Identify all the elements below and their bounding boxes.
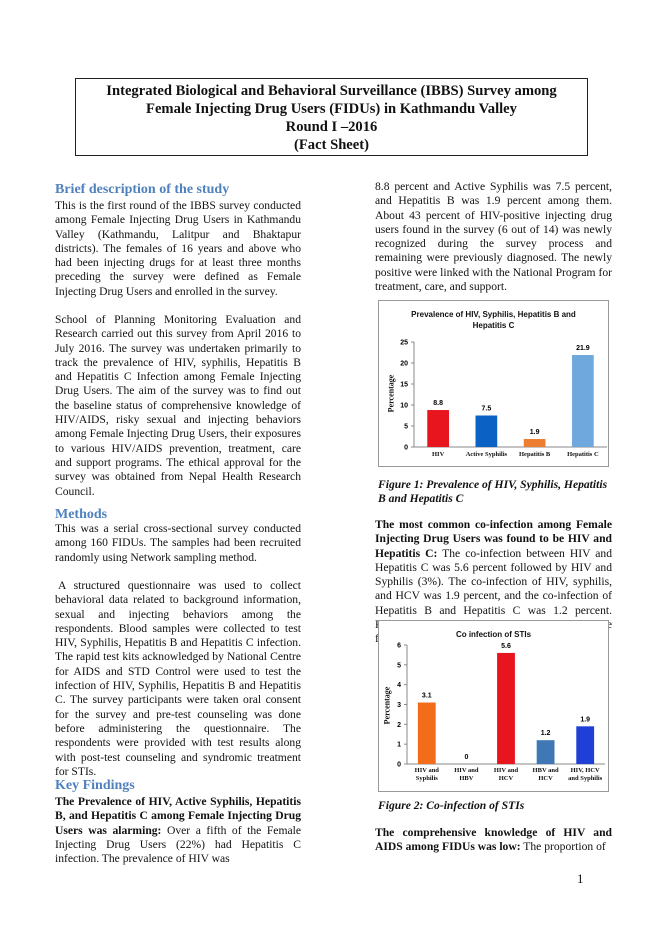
bar	[536, 740, 555, 764]
x-tick-label: HIV	[431, 451, 445, 458]
y-tick-label: 15	[400, 382, 408, 389]
bar	[576, 726, 595, 764]
y-tick-label: 5	[397, 662, 401, 669]
data-label: 3.1	[422, 693, 432, 700]
data-label: 0	[464, 754, 468, 761]
chart: 0 1 2 3 4 5 6 3.1 0 5.6 1.2 1.9 Co infection of STI…	[378, 620, 609, 792]
page-number: 1	[577, 871, 584, 886]
data-label: 1.9	[580, 716, 590, 723]
x-tick-label: Active Syphilis	[465, 451, 508, 458]
paragraph: This is the first round of the IBBS surv…	[55, 199, 301, 298]
y-tick-label: 20	[400, 361, 408, 368]
paragraph: The comprehensive knowledge of HIV and A…	[375, 826, 612, 855]
title-line: Integrated Biological and Behavioral Sur…	[106, 83, 557, 99]
x-tick-label: HIV and HCV	[493, 767, 519, 782]
bar	[417, 702, 436, 764]
plot: 0 1 2 3 4 5 6 3.1 0 5.6 1.2 1.9	[397, 643, 605, 769]
paragraph: This was a serial cross-sectional survey…	[55, 522, 301, 564]
y-tick-label: 5	[404, 424, 408, 431]
y-tick-label: 6	[397, 643, 401, 650]
paragraph: A structured questionnaire was used to c…	[55, 579, 301, 778]
bar	[475, 415, 498, 447]
plot: 0 5 10 15 20 25 8.8 7.5 1.9 21.9	[400, 340, 607, 452]
bar	[427, 410, 449, 447]
data-label: 21.9	[576, 345, 590, 352]
title-line: (Fact Sheet)	[294, 137, 369, 153]
y-tick-label: 2	[397, 722, 401, 729]
data-label: 1.9	[530, 429, 540, 436]
section-heading: Methods	[55, 507, 108, 522]
data-label: 1.2	[541, 730, 551, 737]
y-axis-label: Percentage	[382, 686, 392, 725]
lead: The Prevalence of HIV, Active Syphilis, …	[55, 795, 301, 837]
section-heading: Key Findings	[55, 778, 135, 793]
bar	[572, 355, 594, 447]
paragraph: School of Planning Monitoring Evaluation…	[55, 313, 301, 498]
section-heading: Brief description of the study	[55, 182, 230, 197]
figure-caption: Figure 2: Co-infection of STIs	[378, 799, 525, 812]
y-tick-label: 0	[397, 762, 401, 769]
data-label: 8.8	[433, 400, 443, 407]
chart-title: Prevalence of HIV, Syphilis, Hepatitis B…	[411, 310, 576, 330]
figure-caption: Figure 1: Prevalence of HIV, Syphilis, H…	[378, 478, 608, 506]
x-tick-label: HBV and HCV	[532, 767, 559, 782]
paragraph: The Prevalence of HIV, Active Syphilis, …	[55, 795, 301, 866]
text: Over a fifth of the Female Injecting Dru…	[55, 823, 301, 866]
bar	[523, 439, 546, 447]
y-axis-label: Percentage	[386, 374, 396, 413]
y-tick-label: 25	[400, 340, 408, 347]
x-tick-label: HIV and Syphilis	[414, 767, 439, 782]
data-label: 5.6	[501, 643, 511, 650]
y-tick-label: 3	[397, 702, 401, 709]
paragraph: 8.8 percent and Active Syphilis was 7.5 …	[375, 180, 612, 294]
y-tick-label: 0	[404, 445, 408, 452]
title-line: Female Injecting Drug Users (FIDUs) in K…	[146, 101, 517, 117]
y-tick-label: 10	[400, 403, 408, 410]
y-tick-label: 4	[397, 682, 401, 689]
x-tick-label: HIV, HCV and Syphilis	[568, 767, 603, 782]
lead: The most common co-infection among Femal…	[375, 518, 612, 560]
title-box: Integrated Biological and Behavioral Sur…	[75, 78, 588, 156]
title-line: Round I –2016	[285, 119, 378, 135]
y-tick-label: 1	[397, 742, 401, 749]
chart: 0 5 10 15 20 25 8.8 7.5 1.9 21.9 Prevalence of HI…	[378, 300, 609, 467]
x-tick-label: HIV and HBV	[454, 767, 479, 782]
x-tick-label: Hepatitis B	[519, 451, 551, 458]
lead: The comprehensive knowledge of HIV and A…	[375, 826, 612, 854]
x-tick-label: Hepatitis C	[567, 451, 599, 458]
chart-title: Co infection of STIs	[455, 630, 532, 639]
text: The proportion of	[523, 840, 606, 854]
bar	[497, 652, 515, 764]
data-label: 7.5	[482, 406, 492, 413]
